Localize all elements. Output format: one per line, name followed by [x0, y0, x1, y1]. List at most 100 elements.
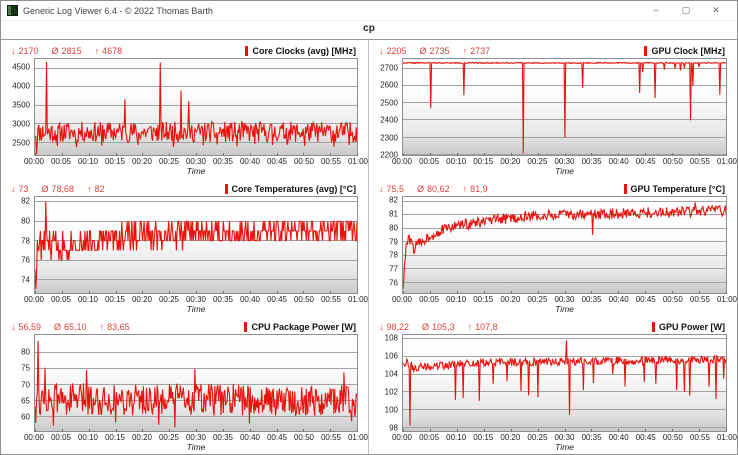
x-tick-label: 00:25 — [527, 157, 548, 166]
x-tick-mark — [142, 153, 144, 156]
panel-stats: ↓ 73 Ø 78,68 ↑ 82 — [11, 184, 105, 194]
series-line-gpu-clock — [403, 59, 726, 155]
x-tick-label: 00:55 — [689, 157, 710, 166]
x-tick-mark — [276, 291, 278, 294]
minimize-button[interactable]: − — [653, 5, 659, 15]
x-tick-label: 00:35 — [581, 295, 602, 304]
stat-max: ↑ 83,65 — [100, 322, 130, 332]
stat-min-value: 2170 — [18, 45, 39, 56]
x-tick-mark — [564, 429, 566, 432]
y-tick-label: 79 — [389, 237, 398, 247]
x-tick-label: 00:45 — [266, 433, 288, 442]
x-tick-label: 00:00 — [23, 157, 45, 166]
y-tick-label: 80 — [21, 216, 30, 226]
x-tick-mark — [357, 291, 358, 294]
x-tick-label: 00:25 — [158, 157, 180, 166]
x-tick-mark — [456, 291, 458, 294]
x-tick-mark — [456, 429, 458, 432]
y-axis-labels: 2500 3000 3500 4000 4500 — [7, 58, 34, 156]
x-tick-mark — [222, 153, 224, 156]
stat-avg-value: 80,62 — [427, 183, 450, 194]
x-tick-label: 00:45 — [635, 157, 656, 166]
panel-title-text: GPU Power [W] — [658, 321, 725, 332]
grid-line — [403, 355, 726, 357]
grid-line — [35, 67, 357, 69]
x-tick-mark — [645, 153, 647, 156]
y-tick-label: 3000 — [12, 119, 30, 129]
min-arrow-icon: ↓ — [379, 321, 384, 332]
x-tick-mark — [403, 153, 404, 156]
x-tick-label: 01:00 — [347, 433, 369, 442]
x-tick-mark — [645, 429, 647, 432]
y-tick-label: 82 — [389, 195, 398, 205]
x-axis-labels: 00:00 00:05 00:10 00:15 00:20 00:25 00:30 00:35… — [24, 156, 368, 166]
y-axis-labels: 60 65 70 75 80 — [7, 334, 34, 432]
y-axis-labels: 2200 2300 2400 2500 2600 2700 — [375, 58, 402, 159]
x-tick-mark — [403, 429, 404, 432]
x-tick-mark — [699, 429, 701, 432]
x-tick-mark — [672, 291, 674, 294]
x-tick-mark — [115, 153, 117, 156]
stat-max-value: 81,9 — [470, 183, 488, 194]
x-tick-label: 00:50 — [293, 433, 315, 442]
x-tick-mark — [196, 291, 197, 294]
legend-mark-icon — [651, 321, 655, 332]
x-tick-mark — [564, 291, 566, 294]
x-tick-label: 00:00 — [391, 157, 413, 166]
x-tick-label: 01:00 — [347, 157, 369, 166]
x-tick-mark — [249, 153, 251, 156]
min-arrow-icon: ↓ — [11, 183, 16, 194]
panel-header: ↓ 75,5 Ø 80,62 ↑ 81,9 GPU Temperature [°C] — [379, 182, 725, 195]
stat-avg-value: 2735 — [429, 45, 450, 56]
chart-panel-cpu-package-power: ↓ 56,59 Ø 65,10 ↑ 83,65 CPU Package Power [… — [1, 316, 369, 454]
x-tick-label: 01:00 — [716, 295, 738, 304]
title-bar: Generic Log Viewer 6.4 - © 2022 Thomas B… — [1, 1, 737, 21]
x-tick-label: 00:55 — [320, 295, 342, 304]
grid-line — [35, 86, 357, 88]
x-tick-label: 00:15 — [473, 433, 494, 442]
stat-max-value: 83,65 — [107, 321, 130, 332]
tab-cp[interactable]: cp — [363, 23, 375, 34]
stat-avg-value: 105,3 — [432, 321, 455, 332]
panel-title-text: GPU Temperature [°C] — [630, 183, 725, 194]
close-button[interactable]: ✕ — [712, 5, 720, 15]
x-tick-mark — [726, 291, 727, 294]
avg-icon: Ø — [51, 45, 59, 56]
maximize-button[interactable]: ▢ — [681, 5, 691, 15]
x-tick-label: 00:10 — [446, 295, 467, 304]
window-title: Generic Log Viewer 6.4 - © 2022 Thomas B… — [23, 5, 213, 16]
x-axis-title: Time — [186, 304, 206, 314]
x-tick-label: 00:35 — [212, 157, 234, 166]
y-tick-label: 4500 — [12, 62, 30, 72]
chart-panel-gpu-clock: ↓ 2205 Ø 2735 ↑ 2737 GPU Clock [MHz] 2200 23… — [369, 40, 737, 178]
y-tick-label: 78 — [21, 236, 30, 246]
chart-area: 2500 3000 3500 4000 4500 00:00 00:05 00:10 00:1… — [7, 58, 368, 177]
x-axis-title: Time — [555, 304, 574, 314]
x-tick-mark — [564, 153, 566, 156]
chart-area: 98 100 102 104 106 108 00:00 00:05 00:10 00:15 00… — [375, 333, 737, 453]
x-tick-label: 00:35 — [212, 433, 234, 442]
x-tick-label: 00:50 — [293, 157, 315, 166]
x-tick-mark — [276, 153, 278, 156]
x-tick-mark — [618, 291, 620, 294]
x-tick-mark — [699, 153, 701, 156]
grid-line — [35, 400, 357, 402]
x-tick-label: 00:50 — [662, 295, 683, 304]
x-tick-mark — [303, 153, 305, 156]
x-tick-label: 00:55 — [320, 157, 342, 166]
x-tick-mark — [222, 429, 224, 432]
y-tick-label: 102 — [384, 387, 398, 397]
min-arrow-icon: ↓ — [379, 45, 384, 56]
x-tick-label: 00:05 — [50, 295, 72, 304]
x-tick-label: 00:40 — [608, 433, 629, 442]
x-tick-mark — [510, 153, 512, 156]
x-tick-mark — [88, 153, 90, 156]
x-axis-title: Time — [555, 166, 574, 176]
y-tick-label: 77 — [389, 264, 398, 274]
panel-title-text: CPU Package Power [W] — [251, 321, 356, 332]
x-tick-mark — [35, 291, 36, 294]
x-tick-mark — [510, 291, 512, 294]
x-tick-mark — [645, 291, 647, 294]
y-tick-label: 2500 — [380, 98, 398, 108]
window-controls: − ▢ ✕ — [641, 5, 731, 16]
